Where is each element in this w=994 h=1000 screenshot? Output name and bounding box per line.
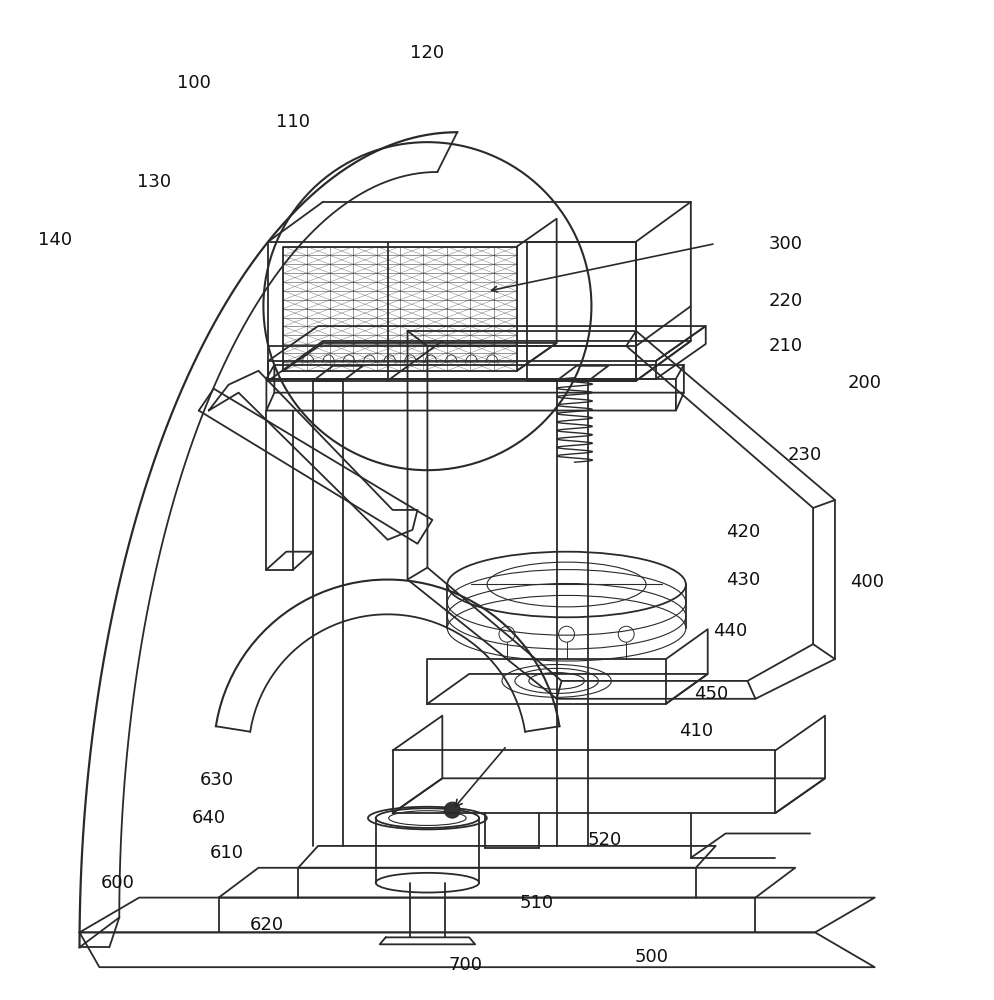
Text: 110: 110 [276,113,310,131]
Text: 230: 230 [788,446,822,464]
Text: 510: 510 [520,894,554,912]
Text: 140: 140 [38,231,72,249]
Circle shape [444,802,460,818]
Text: 200: 200 [848,374,882,392]
Text: 420: 420 [727,523,760,541]
Text: 620: 620 [249,916,283,934]
Text: 120: 120 [411,44,444,62]
Text: 700: 700 [448,956,482,974]
Text: 500: 500 [634,948,668,966]
Text: 400: 400 [850,573,884,591]
Text: 410: 410 [679,722,713,740]
Text: 600: 600 [100,874,134,892]
Text: 440: 440 [714,622,747,640]
Text: 630: 630 [200,771,234,789]
Text: 300: 300 [768,235,802,253]
Text: 610: 610 [210,844,244,862]
Text: 450: 450 [694,685,728,703]
Text: 130: 130 [137,173,171,191]
Text: 520: 520 [587,831,621,849]
Text: 640: 640 [192,809,226,827]
Text: 100: 100 [177,74,211,92]
Text: 430: 430 [727,571,760,589]
Text: 210: 210 [768,337,802,355]
Text: 220: 220 [768,292,802,310]
